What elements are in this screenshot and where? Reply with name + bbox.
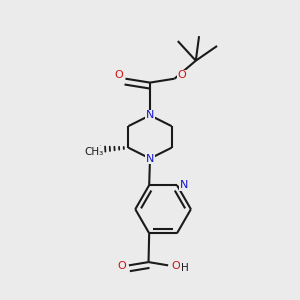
Text: CH₃: CH₃ bbox=[84, 147, 104, 157]
Text: N: N bbox=[146, 110, 154, 120]
Text: O: O bbox=[171, 261, 180, 271]
Text: O: O bbox=[177, 70, 186, 80]
Text: N: N bbox=[146, 154, 154, 164]
Text: O: O bbox=[114, 70, 123, 80]
Text: H: H bbox=[181, 263, 188, 273]
Text: N: N bbox=[180, 180, 188, 190]
Text: O: O bbox=[117, 261, 126, 271]
